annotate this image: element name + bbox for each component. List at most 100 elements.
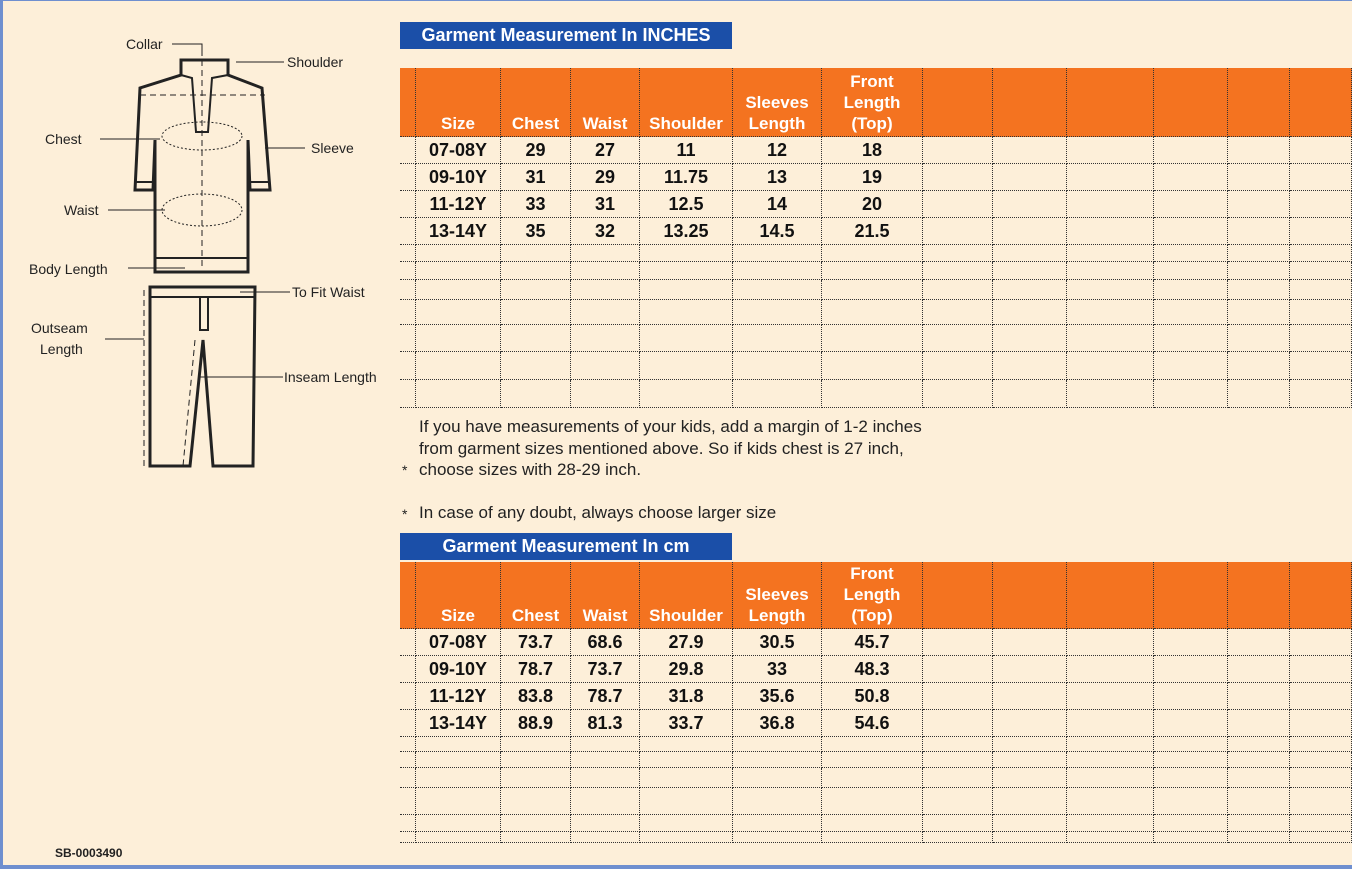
empty-cell	[416, 325, 501, 352]
header-text: (Top)	[851, 606, 893, 625]
empty-cell	[1290, 768, 1352, 788]
diagram-label: Waist	[64, 202, 99, 218]
empty-cell	[822, 788, 923, 815]
empty-cell	[640, 737, 733, 752]
empty-cell	[400, 629, 416, 656]
empty-cell	[400, 737, 416, 752]
empty-cell	[640, 832, 733, 843]
empty-cell	[1154, 768, 1228, 788]
table-cell: 12.5	[640, 191, 733, 218]
table-cell: 09-10Y	[416, 656, 501, 683]
empty-cell	[501, 737, 571, 752]
header-cell: Waist	[571, 562, 640, 629]
note-text: If you have measurements of your kids, a…	[419, 417, 922, 479]
header-cell: Front Length (Top)	[822, 562, 923, 629]
empty-cell	[416, 788, 501, 815]
diagram-label: Length	[40, 341, 83, 357]
empty-cell	[733, 737, 822, 752]
table-cell: 20	[822, 191, 923, 218]
empty-cell	[501, 815, 571, 832]
diagram-label: Chest	[45, 131, 82, 147]
table-cell: 07-08Y	[416, 629, 501, 656]
empty-cell	[1290, 832, 1352, 843]
empty-cell	[993, 280, 1067, 300]
table-cell: 21.5	[822, 218, 923, 245]
empty-cell	[822, 352, 923, 380]
empty-cell	[923, 245, 993, 262]
table-cell: 11	[640, 137, 733, 164]
header-cell: Sleeves Length	[733, 68, 822, 137]
header-cell	[1067, 562, 1154, 629]
empty-cell	[400, 656, 416, 683]
empty-cell	[733, 832, 822, 843]
empty-cell	[1154, 164, 1228, 191]
empty-cell	[501, 752, 571, 768]
empty-cell	[822, 325, 923, 352]
empty-cell	[993, 815, 1067, 832]
empty-cell	[1290, 262, 1352, 280]
empty-cell	[400, 380, 416, 408]
empty-cell	[1154, 137, 1228, 164]
diagram-label: Inseam Length	[284, 369, 377, 385]
empty-cell	[1154, 737, 1228, 752]
empty-cell	[571, 300, 640, 325]
empty-cell	[416, 380, 501, 408]
empty-cell	[923, 656, 993, 683]
empty-cell	[1228, 629, 1290, 656]
empty-cell	[993, 683, 1067, 710]
header-cell: Size	[416, 68, 501, 137]
empty-cell	[1154, 262, 1228, 280]
empty-cell	[733, 262, 822, 280]
empty-cell	[1228, 325, 1290, 352]
header-cell: Shoulder	[640, 68, 733, 137]
empty-cell	[1290, 656, 1352, 683]
header-text: Sleeves	[745, 93, 809, 112]
empty-cell	[571, 815, 640, 832]
header-text: Front	[850, 72, 894, 91]
empty-cell	[1067, 768, 1154, 788]
header-cell: Size	[416, 562, 501, 629]
empty-cell	[1154, 788, 1228, 815]
empty-cell	[416, 832, 501, 843]
empty-cell	[923, 164, 993, 191]
empty-cell	[400, 218, 416, 245]
empty-cell	[640, 325, 733, 352]
empty-cell	[501, 300, 571, 325]
empty-cell	[923, 191, 993, 218]
empty-cell	[733, 280, 822, 300]
header-text: Length	[843, 585, 901, 604]
empty-cell	[1290, 218, 1352, 245]
empty-cell	[822, 752, 923, 768]
empty-cell	[400, 710, 416, 737]
table-cell: 45.7	[822, 629, 923, 656]
table-cell: 36.8	[733, 710, 822, 737]
table-cell: 14.5	[733, 218, 822, 245]
empty-cell	[1290, 683, 1352, 710]
empty-cell	[1067, 683, 1154, 710]
empty-cell	[571, 788, 640, 815]
empty-cell	[1290, 629, 1352, 656]
empty-cell	[1290, 137, 1352, 164]
header-text: Size	[440, 606, 476, 625]
empty-cell	[1154, 683, 1228, 710]
empty-cell	[1290, 164, 1352, 191]
table-cell: 11-12Y	[416, 191, 501, 218]
table-cell: 78.7	[501, 656, 571, 683]
empty-cell	[1067, 380, 1154, 408]
header-text: Chest	[511, 114, 560, 133]
garment-diagram	[100, 43, 305, 468]
empty-cell	[501, 352, 571, 380]
empty-cell	[1154, 300, 1228, 325]
empty-cell	[993, 710, 1067, 737]
header-text: Shoulder	[649, 114, 723, 133]
empty-cell	[733, 245, 822, 262]
empty-cell	[1228, 245, 1290, 262]
empty-cell	[733, 788, 822, 815]
empty-cell	[1154, 710, 1228, 737]
empty-cell	[923, 137, 993, 164]
empty-cell	[1154, 218, 1228, 245]
empty-cell	[400, 137, 416, 164]
empty-cell	[1228, 737, 1290, 752]
empty-cell	[501, 380, 571, 408]
header-cell	[1228, 562, 1290, 629]
